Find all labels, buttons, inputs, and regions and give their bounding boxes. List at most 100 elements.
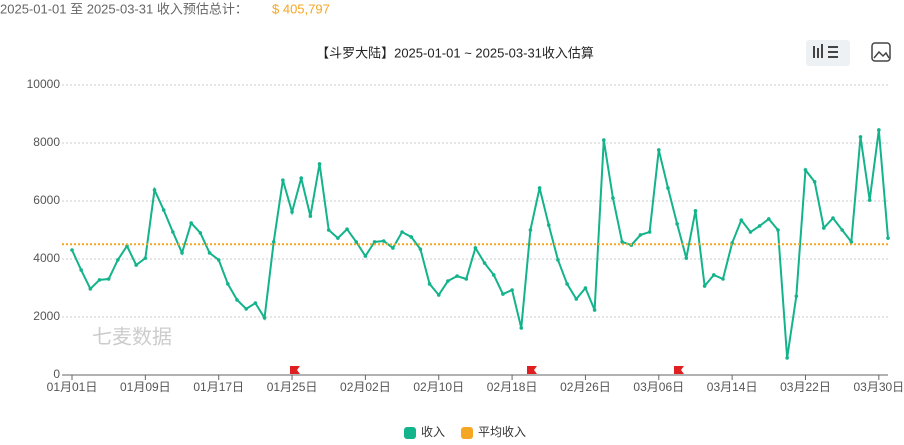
point — [473, 246, 478, 250]
point — [528, 228, 533, 232]
point — [482, 261, 487, 265]
point — [372, 240, 377, 244]
point — [785, 356, 789, 360]
y-tick-label: 4000 — [33, 251, 60, 265]
x-tick-label: 03月22日 — [780, 380, 831, 394]
point — [171, 230, 175, 234]
image-icon — [873, 50, 890, 59]
point — [116, 258, 120, 262]
point — [666, 186, 670, 190]
point — [702, 284, 707, 288]
y-tick-label: 8000 — [33, 135, 60, 149]
point — [464, 277, 469, 281]
toolbar — [806, 40, 891, 66]
point — [207, 251, 212, 255]
flag — [527, 366, 537, 380]
point — [409, 235, 414, 239]
point — [638, 233, 643, 237]
point — [226, 282, 230, 286]
point — [216, 258, 221, 262]
point — [867, 198, 872, 202]
point — [849, 240, 854, 244]
point — [290, 210, 294, 214]
point — [281, 178, 285, 182]
point — [97, 278, 102, 282]
point — [299, 176, 304, 180]
point — [886, 236, 890, 240]
point — [711, 273, 716, 277]
point — [317, 162, 322, 166]
point — [455, 274, 459, 278]
y-tick-label: 6000 — [33, 193, 60, 207]
x-tick-label: 03月06日 — [633, 380, 684, 394]
point — [574, 297, 579, 301]
point — [537, 186, 542, 190]
point — [134, 263, 138, 267]
image-button[interactable] — [871, 42, 891, 62]
point — [767, 217, 771, 221]
point — [363, 254, 368, 258]
point — [794, 294, 799, 298]
flag — [290, 366, 300, 380]
point — [345, 227, 349, 231]
point — [601, 138, 606, 142]
point — [436, 293, 441, 297]
point — [748, 230, 753, 234]
point — [253, 301, 258, 305]
point — [427, 282, 432, 286]
point — [647, 230, 652, 234]
point — [656, 148, 661, 152]
point — [244, 307, 249, 311]
point — [803, 168, 808, 172]
point — [757, 224, 762, 228]
point — [143, 256, 148, 260]
y-tick-label: 2000 — [33, 309, 60, 323]
point — [354, 240, 359, 244]
point — [812, 180, 817, 184]
point — [189, 221, 193, 225]
line — [71, 129, 889, 359]
chart-title: 【斗罗大陆】2025-01-01 ~ 2025-03-31收入估算 — [316, 45, 594, 60]
x-tick-label: 02月18日 — [487, 380, 538, 394]
summary: 2025-01-01 至 2025-03-31 收入预估总计： — [0, 1, 248, 16]
point — [721, 277, 725, 281]
point — [501, 292, 505, 296]
x-tick-label: 01月25日 — [267, 380, 318, 394]
point — [391, 246, 395, 250]
x-tick-label: 01月09日 — [120, 380, 171, 394]
point — [381, 239, 386, 243]
point — [180, 251, 184, 255]
x-tick-label: 02月26日 — [560, 380, 611, 394]
total: $ 405,797 — [272, 1, 330, 16]
flag — [674, 366, 684, 380]
point — [565, 282, 569, 286]
point — [418, 247, 423, 251]
legend-label: 平均收入 — [478, 425, 526, 439]
point — [308, 214, 313, 218]
x-tick-label: 03月14日 — [707, 380, 758, 394]
point — [70, 248, 74, 252]
point — [235, 298, 239, 302]
point — [519, 326, 524, 330]
point — [262, 316, 267, 320]
x-tick-label: 01月01日 — [47, 380, 98, 394]
y-tick-label: 0 — [53, 367, 60, 381]
legend-label: 收入 — [421, 425, 445, 439]
point — [106, 277, 111, 281]
x-tick-label: 03月30日 — [853, 380, 904, 394]
point — [161, 208, 166, 212]
point — [88, 287, 93, 291]
event-flags — [290, 366, 684, 380]
point — [831, 216, 835, 220]
point — [776, 228, 780, 232]
toggle-icon — [813, 44, 838, 58]
point — [400, 230, 404, 234]
legend-swatch — [404, 427, 416, 439]
point — [491, 273, 496, 277]
watermark: 七麦数据 — [92, 325, 172, 348]
point — [877, 128, 881, 132]
point — [152, 188, 157, 192]
point — [510, 288, 514, 292]
point — [611, 196, 615, 200]
